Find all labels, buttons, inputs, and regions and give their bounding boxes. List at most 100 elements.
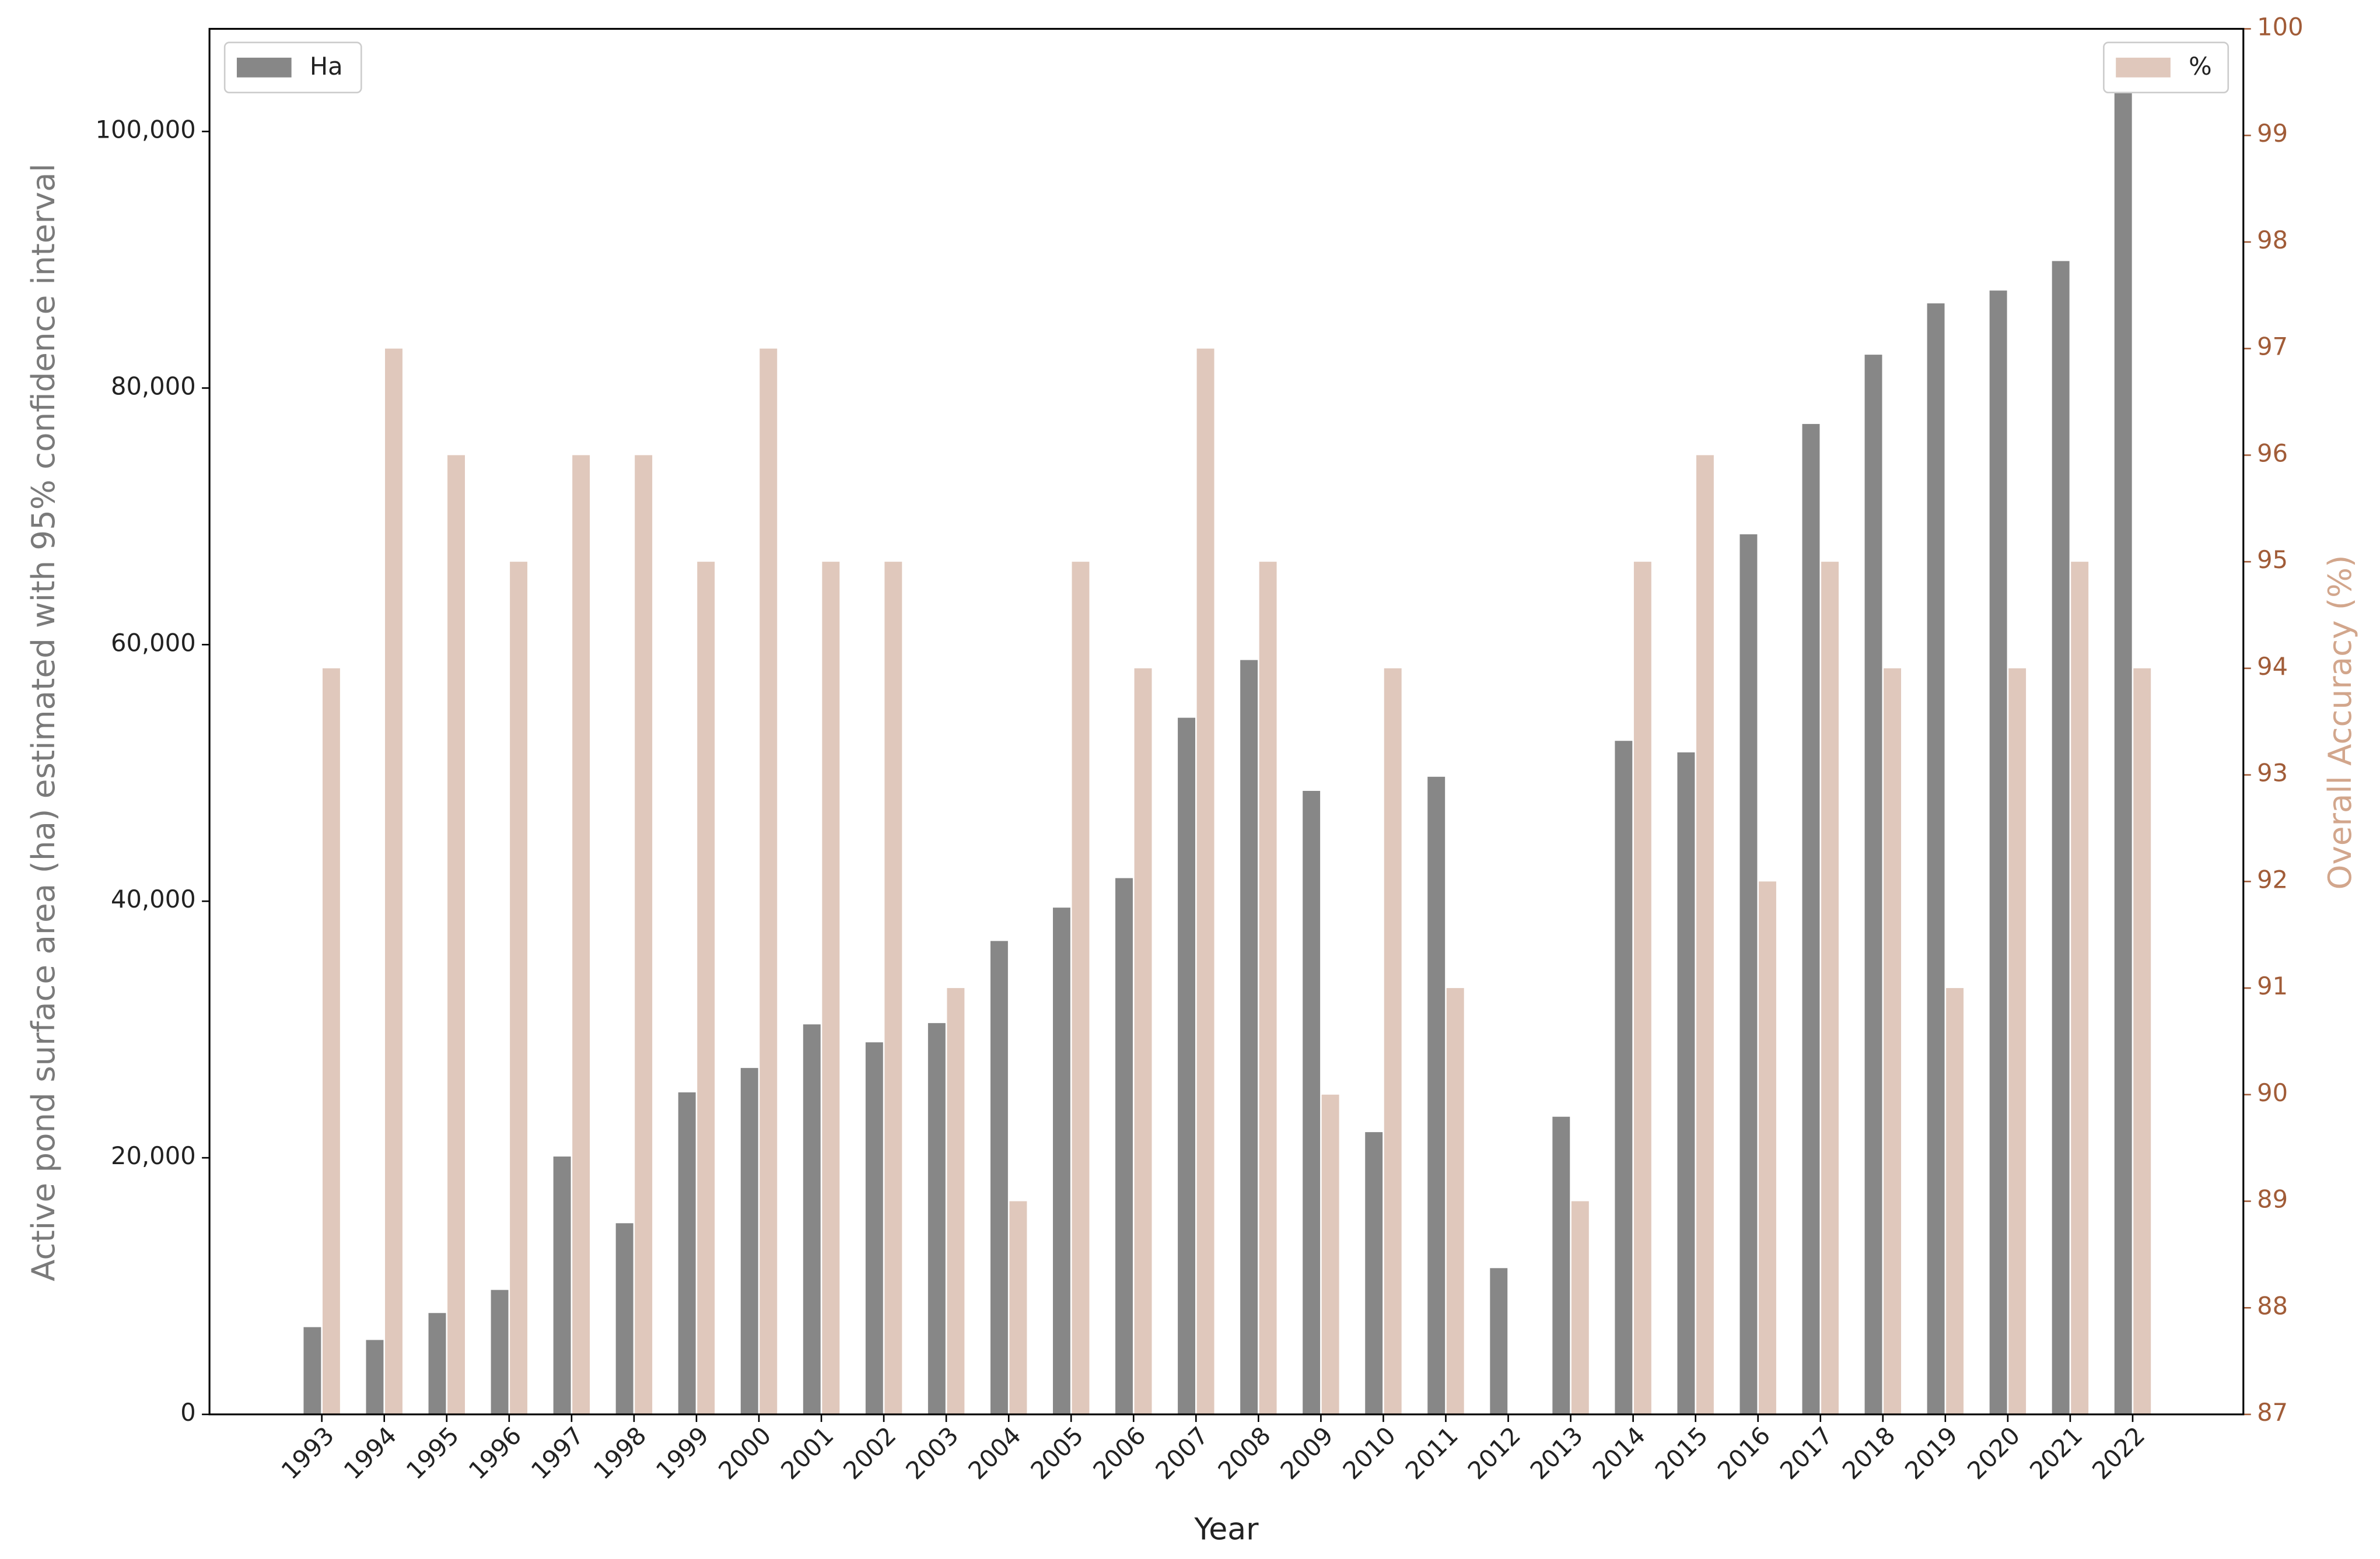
x-tick-label: 2018: [1837, 1421, 1901, 1485]
y2-tick-label: 96: [2257, 439, 2288, 467]
bar: [865, 1042, 883, 1415]
bar: [1989, 290, 2007, 1415]
bar: [2114, 84, 2132, 1415]
y-tick-label: 40,000: [111, 885, 196, 913]
bar: [1259, 562, 1277, 1415]
bar: [1615, 741, 1633, 1415]
y2-tick-label: 97: [2257, 332, 2288, 361]
x-tick-label: 2006: [1087, 1421, 1152, 1485]
x-tick-label: 2015: [1650, 1421, 1714, 1485]
legend-label: %: [2189, 52, 2212, 80]
x-tick-label: 2009: [1275, 1421, 1339, 1485]
bar: [1072, 562, 1090, 1415]
bar: [697, 562, 715, 1415]
y2-tick-label: 94: [2257, 652, 2288, 681]
bar: [322, 668, 340, 1415]
x-tick-label: 2014: [1587, 1421, 1651, 1485]
bar: [510, 562, 528, 1415]
bar: [1178, 717, 1196, 1415]
y-tick-label: 100,000: [96, 115, 196, 143]
y2-tick-label: 95: [2257, 545, 2288, 574]
bar: [635, 455, 653, 1415]
x-tick-label: 1994: [338, 1421, 402, 1485]
bar: [822, 562, 840, 1415]
bar: [572, 455, 590, 1415]
x-tick-label: 1993: [276, 1421, 340, 1485]
x-tick-label: 1999: [650, 1421, 715, 1485]
x-tick-label: 1996: [463, 1421, 527, 1485]
legend-box: [223, 41, 362, 94]
bar: [803, 1024, 821, 1415]
bar: [491, 1290, 509, 1415]
legend-swatch: [236, 57, 292, 78]
bar: [1571, 1201, 1589, 1415]
bar: [366, 1340, 384, 1415]
bar: [1196, 348, 1214, 1415]
x-tick-label: 2019: [1899, 1421, 1964, 1485]
y2-axis-label: Overall Accuracy (%): [2321, 555, 2358, 890]
bar: [385, 348, 402, 1415]
bar: [678, 1092, 696, 1415]
bar: [990, 941, 1008, 1415]
bar: [2052, 261, 2070, 1415]
x-tick-label: 2008: [1212, 1421, 1276, 1485]
y2-tick-label: 89: [2257, 1185, 2288, 1214]
x-tick-label: 2002: [838, 1421, 902, 1485]
bar: [1446, 988, 1464, 1415]
bar: [1384, 668, 1402, 1415]
y2-tick-label: 93: [2257, 759, 2288, 787]
y-tick-label: 60,000: [111, 628, 196, 657]
x-tick-label: 2013: [1524, 1421, 1588, 1485]
bar: [1677, 752, 1695, 1415]
bar: [1427, 776, 1446, 1415]
bar: [1490, 1268, 1508, 1415]
x-tick-label: 2007: [1150, 1421, 1214, 1485]
x-tick-label: 1995: [401, 1421, 465, 1485]
bar: [740, 1068, 758, 1415]
y2-tick-label: 88: [2257, 1291, 2288, 1320]
bar: [1927, 303, 1945, 1415]
legend-swatch: [2116, 57, 2171, 78]
x-tick-label: 2001: [775, 1421, 839, 1485]
x-tick-label: 1998: [588, 1421, 652, 1485]
x-tick-label: 2022: [2087, 1421, 2151, 1485]
bar: [553, 1156, 571, 1415]
bar: [884, 562, 902, 1415]
bar: [1365, 1132, 1383, 1415]
bar: [1740, 534, 1758, 1415]
bar: [1115, 878, 1133, 1415]
bar: [1633, 562, 1651, 1415]
y-axis-label: Active pond surface area (ha) estimated …: [24, 163, 62, 1281]
x-tick-label: 2021: [2024, 1421, 2088, 1485]
y2-tick-label: 87: [2257, 1398, 2288, 1427]
bar: [1134, 668, 1152, 1415]
y2-tick-label: 90: [2257, 1078, 2288, 1107]
bar: [1759, 881, 1776, 1415]
x-tick-label: 2004: [963, 1421, 1027, 1485]
x-tick-label: 2020: [1962, 1421, 2026, 1485]
bar: [760, 348, 778, 1415]
y2-tick-label: 91: [2257, 972, 2288, 1000]
x-tick-label: 2010: [1337, 1421, 1401, 1485]
y2-tick-label: 92: [2257, 865, 2288, 894]
bar: [1696, 455, 1714, 1415]
bar: [928, 1023, 946, 1415]
y-tick-label: 80,000: [111, 372, 196, 400]
legend-label: Ha: [310, 52, 343, 80]
x-tick-label: 1997: [526, 1421, 590, 1485]
x-tick-label: 2017: [1774, 1421, 1839, 1485]
bar: [1240, 660, 1258, 1415]
bar: [2071, 562, 2089, 1415]
bar: [1884, 668, 1902, 1415]
bar: [303, 1327, 321, 1415]
x-tick-label: 2011: [1399, 1421, 1464, 1485]
bar: [1802, 423, 1820, 1415]
bar: [1552, 1116, 1570, 1415]
x-tick-label: 2005: [1025, 1421, 1089, 1485]
y2-tick-label: 99: [2257, 119, 2288, 148]
bar: [1946, 988, 1964, 1415]
x-tick-label: 2012: [1462, 1421, 1526, 1485]
bar: [2008, 668, 2027, 1415]
